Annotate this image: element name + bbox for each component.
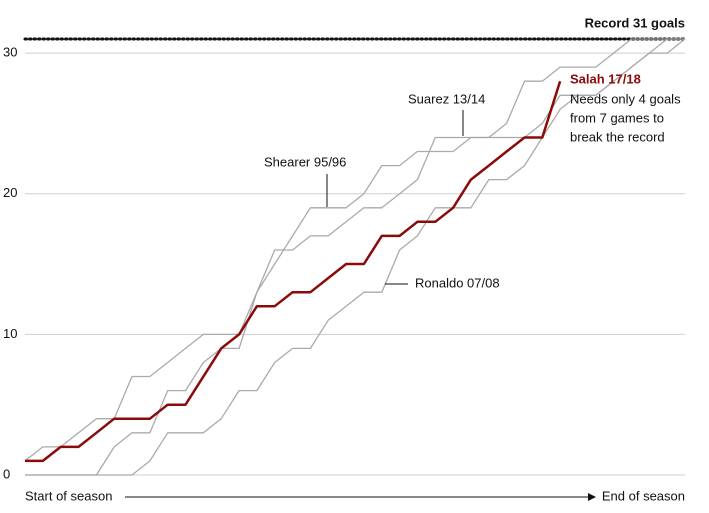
- lines: [24, 38, 686, 476]
- series-label: Shearer 95/96: [264, 154, 346, 169]
- series-line: [25, 38, 686, 476]
- y-tick-label: 20: [3, 185, 17, 200]
- y-tick-label: 30: [3, 45, 17, 60]
- series-line: [25, 80, 562, 463]
- x-end-label: End of season: [602, 488, 685, 503]
- series-line: [24, 38, 685, 462]
- series-label: Salah 17/18: [570, 71, 641, 86]
- annotation: from 7 games to: [570, 110, 664, 125]
- series-label: Ronaldo 07/08: [415, 275, 500, 290]
- record-label: Record 31 goals: [585, 15, 685, 30]
- y-tick-label: 10: [3, 326, 17, 341]
- annotation: Needs only 4 goals: [570, 91, 681, 106]
- annotation: break the record: [570, 129, 665, 144]
- axis-arrowhead: [588, 493, 596, 501]
- grid: 0 10 20 30: [3, 37, 687, 481]
- series-line: [25, 38, 685, 476]
- series-label: Suarez 13/14: [408, 91, 485, 106]
- x-start-label: Start of season: [25, 488, 112, 503]
- y-tick-label: 0: [3, 466, 10, 481]
